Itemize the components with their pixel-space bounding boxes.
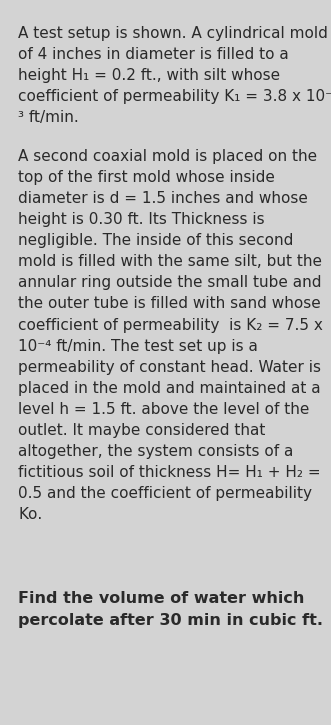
Text: level h = 1.5 ft. above the level of the: level h = 1.5 ft. above the level of the [18, 402, 309, 417]
Text: negligible. The inside of this second: negligible. The inside of this second [18, 233, 293, 248]
Text: annular ring outside the small tube and: annular ring outside the small tube and [18, 276, 321, 291]
Text: permeability of constant head. Water is: permeability of constant head. Water is [18, 360, 321, 375]
Text: height is 0.30 ft. Its Thickness is: height is 0.30 ft. Its Thickness is [18, 212, 264, 227]
Text: Kᴏ.: Kᴏ. [18, 507, 42, 522]
Text: A second coaxial mold is placed on the: A second coaxial mold is placed on the [18, 149, 317, 164]
Text: top of the first mold whose inside: top of the first mold whose inside [18, 170, 275, 185]
Text: of 4 inches in diameter is filled to a: of 4 inches in diameter is filled to a [18, 46, 289, 62]
Text: the outer tube is filled with sand whose: the outer tube is filled with sand whose [18, 297, 321, 312]
Text: coefficient of permeability  is K₂ = 7.5 x: coefficient of permeability is K₂ = 7.5 … [18, 318, 323, 333]
Text: percolate after 30 min in cubic ft.: percolate after 30 min in cubic ft. [18, 613, 323, 628]
Text: altogether, the system consists of a: altogether, the system consists of a [18, 444, 293, 459]
Text: ³ ft/min.: ³ ft/min. [18, 110, 79, 125]
Text: coefficient of permeability K₁ = 3.8 x 10⁻: coefficient of permeability K₁ = 3.8 x 1… [18, 88, 331, 104]
Text: Find the volume of water which: Find the volume of water which [18, 591, 305, 606]
Text: mold is filled with the same silt, but the: mold is filled with the same silt, but t… [18, 254, 322, 269]
Text: diameter is d = 1.5 inches and whose: diameter is d = 1.5 inches and whose [18, 191, 308, 206]
Text: A test setup is shown. A cylindrical mold: A test setup is shown. A cylindrical mol… [18, 25, 328, 41]
Text: height H₁ = 0.2 ft., with silt whose: height H₁ = 0.2 ft., with silt whose [18, 67, 280, 83]
Text: fictitious soil of thickness H= H₁ + H₂ =: fictitious soil of thickness H= H₁ + H₂ … [18, 465, 321, 480]
Text: outlet. It maybe considered that: outlet. It maybe considered that [18, 423, 265, 438]
Text: 0.5 and the coefficient of permeability: 0.5 and the coefficient of permeability [18, 486, 312, 501]
Text: placed in the mold and maintained at a: placed in the mold and maintained at a [18, 381, 321, 396]
Text: 10⁻⁴ ft/min. The test set up is a: 10⁻⁴ ft/min. The test set up is a [18, 339, 258, 354]
